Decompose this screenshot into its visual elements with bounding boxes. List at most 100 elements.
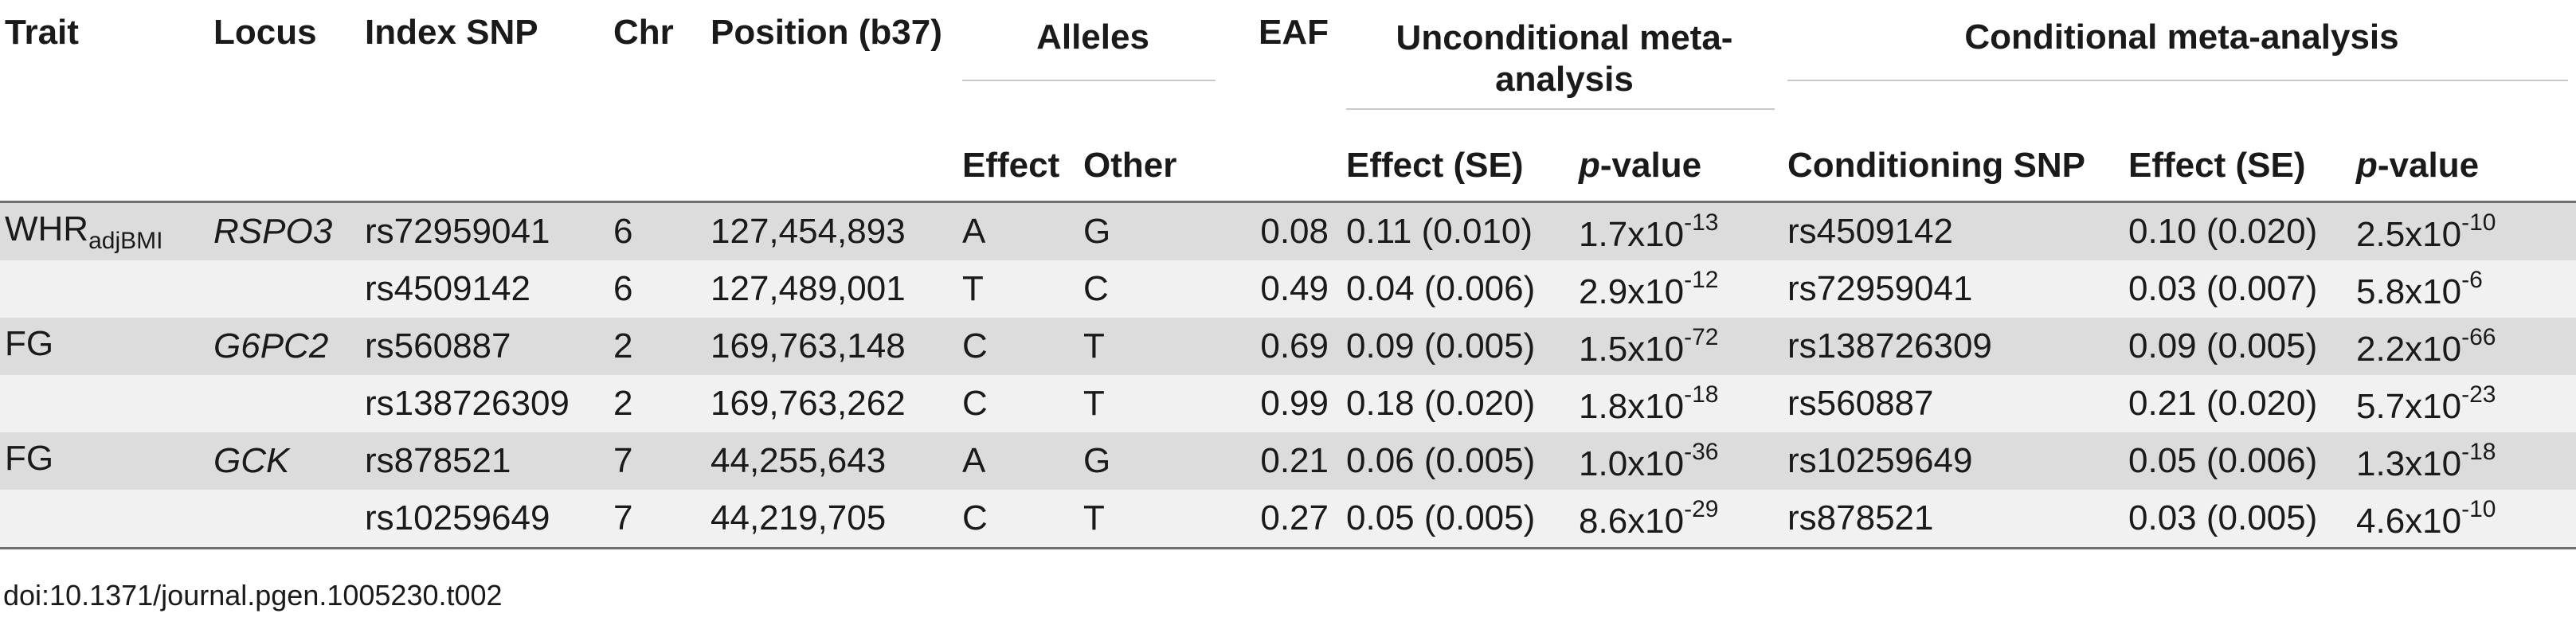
cell-conditional-effect: 0.03 (0.007) — [2124, 260, 2351, 318]
cell-conditional-pvalue: 5.7x10-23 — [2351, 375, 2576, 432]
pvalue-exponent: -10 — [2461, 495, 2496, 522]
cell-conditional-pvalue: 1.3x10-18 — [2351, 432, 2576, 490]
cell-conditional-pvalue: 5.8x10-6 — [2351, 260, 2576, 318]
pvalue-p-letter: p — [2356, 146, 2378, 185]
cell-other-allele: C — [1079, 260, 1223, 318]
table-row: FG GCK rs878521 7 44,255,643 A G 0.21 0.06 (0.00… — [0, 432, 2576, 490]
cell-other-allele: G — [1079, 201, 1223, 260]
cell-other-allele: T — [1079, 490, 1223, 549]
cell-eaf: 0.49 — [1223, 260, 1341, 318]
conditional-group-rule — [1787, 80, 2569, 81]
cell-locus: RSPO3 — [209, 201, 360, 260]
col-header-other-allele: Other — [1079, 131, 1223, 203]
table-row: rs138726309 2 169,763,262 C T 0.99 0.18 (0.020… — [0, 375, 2576, 432]
pvalue-exponent: -29 — [1684, 495, 1719, 522]
cell-eaf: 0.69 — [1223, 318, 1341, 375]
col-header-trait: Trait — [5, 13, 79, 52]
cell-unconditional-pvalue: 1.7x10-13 — [1574, 201, 1783, 260]
table-row: rs10259649 7 44,219,705 C T 0.27 0.05 (0.005) 8… — [0, 490, 2576, 549]
cell-unconditional-pvalue: 2.9x10-12 — [1574, 260, 1783, 318]
pvalue-base: 1.3x10 — [2356, 444, 2462, 483]
cell-locus: G6PC2 — [209, 318, 360, 375]
cell-unconditional-effect: 0.09 (0.005) — [1341, 318, 1574, 375]
pvalue-base: 5.8x10 — [2356, 272, 2462, 311]
col-header-conditional-effect: Effect (SE) — [2124, 131, 2351, 203]
col-header-alleles-group: Alleles — [957, 0, 1223, 131]
cell-locus — [209, 260, 360, 318]
pvalue-suffix: -value — [1599, 146, 1702, 185]
cell-index-snp: rs10259649 — [360, 490, 609, 549]
cell-index-snp: rs138726309 — [360, 375, 609, 432]
pvalue-exponent: -13 — [1684, 209, 1719, 236]
cell-chr: 6 — [609, 201, 706, 260]
col-header-unconditional-pvalue: p-value — [1574, 131, 1783, 203]
col-header-blank-chr — [609, 131, 706, 203]
col-header-index-snp: Index SNP — [365, 13, 538, 52]
pvalue-exponent: -18 — [1684, 381, 1719, 408]
col-header-conditional-group: Conditional meta-analysis — [1783, 0, 2576, 131]
col-header-blank-locus — [209, 131, 360, 203]
col-header-unconditional-line2: analysis — [1495, 60, 1634, 99]
cell-conditional-effect: 0.05 (0.006) — [2124, 432, 2351, 490]
col-header-conditioning-snp: Conditioning SNP — [1783, 131, 2124, 203]
doi-footnote: doi:10.1371/journal.pgen.1005230.t002 — [3, 579, 503, 612]
cell-position: 169,763,148 — [706, 318, 957, 375]
pvalue-base: 1.7x10 — [1579, 214, 1685, 254]
cell-eaf: 0.99 — [1223, 375, 1341, 432]
col-header-unconditional-group: Unconditional meta- analysis — [1341, 0, 1783, 131]
cell-locus — [209, 375, 360, 432]
cell-unconditional-pvalue: 8.6x10-29 — [1574, 490, 1783, 549]
col-header-position: Position (b37) — [711, 13, 942, 52]
results-table: Trait Locus Index SNP Chr Position (b37)… — [0, 0, 2576, 549]
cell-trait: WHRadjBMI — [0, 201, 209, 260]
cell-eaf: 0.08 — [1223, 201, 1341, 260]
cell-eaf: 0.21 — [1223, 432, 1341, 490]
cell-locus — [209, 490, 360, 549]
pvalue-base: 2.9x10 — [1579, 272, 1685, 311]
pvalue-exponent: -72 — [1684, 323, 1719, 350]
trait-text: FG — [5, 438, 54, 478]
trait-text: WHR — [5, 209, 89, 248]
col-header-unconditional-line1: Unconditional meta- — [1396, 18, 1733, 57]
cell-index-snp: rs560887 — [360, 318, 609, 375]
cell-chr: 2 — [609, 375, 706, 432]
cell-effect-allele: A — [957, 201, 1079, 260]
cell-effect-allele: C — [957, 375, 1079, 432]
cell-position: 169,763,262 — [706, 375, 957, 432]
cell-eaf: 0.27 — [1223, 490, 1341, 549]
col-header-effect-allele: Effect — [957, 131, 1079, 203]
pvalue-suffix: -value — [2377, 146, 2480, 185]
cell-unconditional-effect: 0.05 (0.005) — [1341, 490, 1574, 549]
cell-conditioning-snp: rs10259649 — [1783, 432, 2124, 490]
cell-trait — [0, 375, 209, 432]
cell-position: 127,489,001 — [706, 260, 957, 318]
table-row: rs4509142 6 127,489,001 T C 0.49 0.04 (0.006) 2… — [0, 260, 2576, 318]
col-header-unconditional: Unconditional meta- analysis — [1346, 18, 1783, 100]
cell-trait: FG — [0, 318, 209, 375]
cell-conditioning-snp: rs4509142 — [1783, 201, 2124, 260]
cell-other-allele: G — [1079, 432, 1223, 490]
cell-position: 127,454,893 — [706, 201, 957, 260]
col-header-unconditional-effect: Effect (SE) — [1341, 131, 1574, 203]
col-header-blank-position — [706, 131, 957, 203]
header-row-1: Trait Locus Index SNP Chr Position (b37)… — [0, 0, 2576, 131]
cell-locus: GCK — [209, 432, 360, 490]
cell-effect-allele: T — [957, 260, 1079, 318]
cell-effect-allele: C — [957, 490, 1079, 549]
unconditional-group-rule — [1346, 108, 1775, 110]
pvalue-base: 8.6x10 — [1579, 501, 1685, 541]
cell-chr: 6 — [609, 260, 706, 318]
cell-chr: 2 — [609, 318, 706, 375]
cell-unconditional-effect: 0.11 (0.010) — [1341, 201, 1574, 260]
cell-chr: 7 — [609, 432, 706, 490]
pvalue-base: 2.2x10 — [2356, 329, 2462, 369]
cell-other-allele: T — [1079, 375, 1223, 432]
col-header-alleles: Alleles — [1036, 18, 1149, 57]
cell-conditioning-snp: rs878521 — [1783, 490, 2124, 549]
pvalue-exponent: -18 — [2461, 438, 2496, 465]
cell-position: 44,255,643 — [706, 432, 957, 490]
col-header-conditional: Conditional meta-analysis — [1964, 18, 2399, 57]
cell-unconditional-pvalue: 1.0x10-36 — [1574, 432, 1783, 490]
cell-trait: FG — [0, 432, 209, 490]
trait-subscript: adjBMI — [88, 227, 163, 254]
